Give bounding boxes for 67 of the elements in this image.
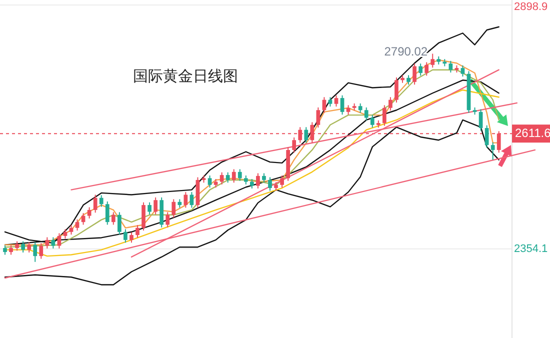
candlestick: [238, 168, 242, 182]
candlestick: [424, 62, 429, 76]
candlestick: [136, 224, 140, 238]
candlestick: [166, 212, 170, 228]
candlestick: [406, 74, 410, 86]
candlestick: [388, 96, 392, 112]
candlestick: [490, 142, 495, 160]
candlestick: [304, 126, 308, 144]
candlestick: [208, 174, 212, 188]
candlestick: [124, 228, 128, 244]
candlestick: [118, 212, 122, 236]
candlestick: [364, 106, 368, 121]
candlestick: [418, 63, 422, 76]
candlestick: [448, 60, 453, 74]
candlestick: [27, 242, 32, 253]
candlestick: [3, 244, 7, 256]
candlestick: [250, 178, 254, 189]
candlestick: [262, 172, 266, 184]
y-tick-label: 2898.9: [514, 0, 548, 13]
candlestick: [484, 124, 489, 148]
candlestick: [268, 176, 272, 192]
candlestick: [358, 102, 362, 114]
candlestick: [87, 206, 92, 219]
candlestick: [57, 232, 62, 249]
candlestick: [292, 136, 296, 154]
candlestick: [370, 114, 374, 128]
candlestick: [280, 174, 284, 188]
candlestick: [394, 76, 398, 104]
candlestick: [328, 96, 332, 108]
candlestick: [430, 53, 435, 68]
candlestick: [39, 242, 44, 260]
candlestick: [346, 104, 350, 116]
candlestick: [316, 106, 320, 128]
candlestick: [75, 218, 80, 232]
candlestick: [105, 200, 110, 226]
candlestick: [130, 232, 134, 244]
candlestick: [226, 172, 230, 184]
candlestick: [460, 64, 465, 78]
candlestick: [190, 192, 194, 208]
candlestick: [148, 202, 152, 215]
candlestick: [382, 104, 386, 126]
candlestick: [9, 244, 13, 256]
y-tick-label: 2354.1: [514, 242, 548, 255]
candlestick: [33, 242, 38, 262]
candlestick: [232, 168, 236, 184]
ref-line-label: 2611.6: [515, 126, 550, 140]
candlestick: [93, 194, 98, 214]
candlestick: [99, 194, 104, 208]
candlestick: [184, 192, 188, 208]
candlestick: [111, 212, 116, 226]
candlestick: [412, 63, 416, 86]
candlestick: [63, 228, 68, 240]
candlestick: [256, 172, 260, 189]
candlestick: [45, 236, 50, 249]
candlestick: [15, 240, 19, 252]
candlestick: [142, 202, 146, 232]
candlestick: [340, 94, 344, 116]
annotation: 2790.02: [384, 44, 428, 59]
text: 国际黄金日线图: [133, 68, 238, 85]
candlestick: [21, 240, 25, 253]
candlestick: [334, 94, 338, 108]
candlestick: [220, 172, 224, 185]
candlestick: [69, 224, 74, 236]
candlestick: [478, 108, 483, 132]
candlestick: [154, 196, 158, 215]
candlestick: [172, 198, 176, 218]
candlestick: [51, 236, 56, 249]
